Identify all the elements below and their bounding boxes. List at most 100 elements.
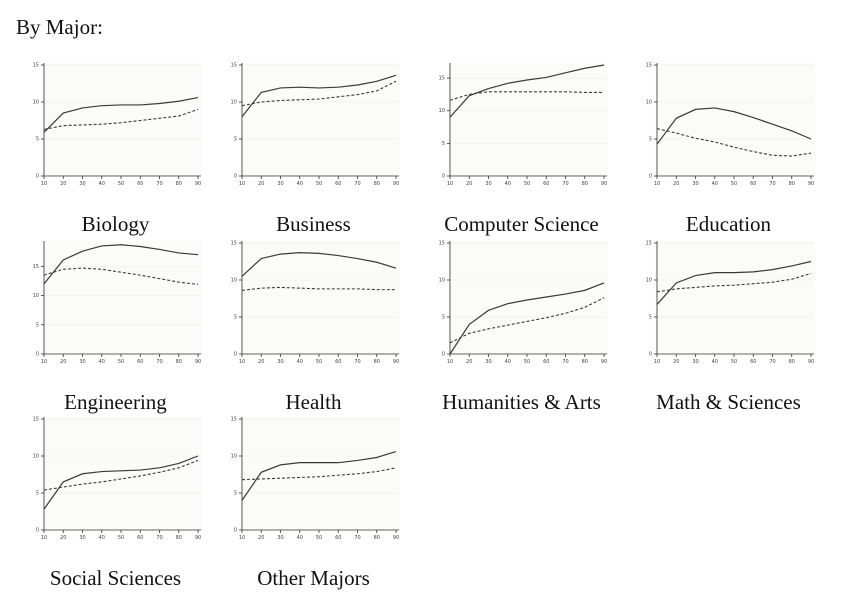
x-tick-label: 50 bbox=[118, 535, 124, 541]
y-tick-label: 15 bbox=[231, 241, 237, 247]
chart-title: Business bbox=[276, 212, 351, 236]
series-line-dashed bbox=[656, 272, 812, 293]
plot-background bbox=[655, 241, 815, 354]
x-tick-label: 40 bbox=[99, 535, 105, 541]
plot-background bbox=[42, 417, 202, 530]
x-tick-label: 60 bbox=[750, 359, 756, 365]
y-tick-label: 0 bbox=[649, 174, 652, 180]
series-line-dashed bbox=[241, 467, 397, 481]
chart-title: Engineering bbox=[64, 390, 167, 414]
y-tick-label: 5 bbox=[36, 137, 39, 143]
chart-svg: 0 5 10 15 10 20 30 40 50 60 70 80 90 bbox=[646, 241, 815, 365]
plot-background bbox=[240, 417, 400, 530]
x-tick-label: 80 bbox=[176, 535, 182, 541]
y-tick-label: 5 bbox=[234, 137, 237, 143]
x-tick-label: 70 bbox=[354, 535, 360, 541]
plot-background bbox=[240, 63, 400, 176]
chart-title: Humanities & Arts bbox=[442, 390, 601, 414]
chart-panel-humanities-arts: 0 5 10 15 10 20 30 40 50 60 70 80 90 Humanities & Art… bbox=[434, 238, 634, 414]
x-tick-label: 60 bbox=[335, 181, 341, 187]
x-tick-label: 80 bbox=[374, 535, 380, 541]
plot-background bbox=[240, 241, 400, 354]
x-tick-label: 80 bbox=[176, 359, 182, 365]
y-tick-label: 0 bbox=[234, 528, 237, 534]
page-heading: By Major: bbox=[16, 15, 103, 39]
x-tick-label: 40 bbox=[712, 181, 718, 187]
series-line-dashed bbox=[43, 459, 199, 491]
x-tick-label: 40 bbox=[505, 181, 511, 187]
x-tick-label: 60 bbox=[137, 181, 143, 187]
chart-panel-other-majors: 0 5 10 15 10 20 30 40 50 60 70 80 90 Other Majors bbox=[226, 414, 426, 590]
x-tick-label: 30 bbox=[692, 181, 698, 187]
x-tick-label: 10 bbox=[447, 359, 453, 365]
x-tick-label: 50 bbox=[118, 359, 124, 365]
x-tick-label: 60 bbox=[335, 535, 341, 541]
x-tick-label: 50 bbox=[731, 359, 737, 365]
y-tick-label: 0 bbox=[36, 174, 39, 180]
plot-background bbox=[42, 241, 202, 354]
chart-panel-biology: 0 5 10 15 10 20 30 40 50 60 70 80 90 Biology bbox=[28, 60, 228, 236]
y-tick-label: 15 bbox=[33, 417, 39, 423]
x-tick-label: 50 bbox=[316, 359, 322, 365]
series-line-solid bbox=[241, 74, 397, 118]
series-line-solid bbox=[656, 260, 812, 305]
series-line-dashed bbox=[449, 91, 604, 101]
chart-svg: 0 5 10 15 10 20 30 40 50 60 70 80 90 bbox=[231, 63, 400, 187]
x-tick-label: 10 bbox=[239, 181, 245, 187]
x-tick-label: 90 bbox=[195, 181, 201, 187]
series-line-dashed bbox=[241, 80, 397, 107]
chart-title: Biology bbox=[81, 212, 150, 236]
x-tick-label: 40 bbox=[297, 535, 303, 541]
x-tick-label: 50 bbox=[118, 181, 124, 187]
x-tick-label: 30 bbox=[277, 359, 283, 365]
x-tick-label: 10 bbox=[41, 181, 47, 187]
chart-panel-education: 0 5 10 15 10 20 30 40 50 60 70 80 90 Education bbox=[641, 60, 841, 236]
x-tick-label: 90 bbox=[195, 535, 201, 541]
chart-title: Education bbox=[685, 212, 772, 236]
series-line-solid bbox=[43, 455, 199, 510]
chart-svg: 0 5 10 15 10 20 30 40 50 60 70 80 90 bbox=[231, 241, 400, 365]
chart-title: Health bbox=[285, 390, 342, 414]
x-tick-label: 50 bbox=[731, 181, 737, 187]
x-tick-label: 80 bbox=[582, 181, 588, 187]
chart-svg: 0 5 10 15 10 20 30 40 50 60 70 80 90 bbox=[33, 63, 202, 187]
x-tick-label: 20 bbox=[258, 181, 264, 187]
chart-panel-business: 0 5 10 15 10 20 30 40 50 60 70 80 90 Business bbox=[226, 60, 426, 236]
y-tick-label: 10 bbox=[439, 278, 445, 284]
series-line-solid bbox=[43, 244, 199, 285]
y-tick-label: 10 bbox=[33, 100, 39, 106]
x-tick-label: 20 bbox=[258, 535, 264, 541]
x-tick-label: 70 bbox=[562, 359, 568, 365]
chart-svg: 0 5 10 15 10 20 30 40 50 60 70 80 90 bbox=[33, 241, 202, 365]
y-tick-label: 10 bbox=[33, 293, 39, 299]
x-tick-label: 70 bbox=[156, 359, 162, 365]
x-tick-label: 60 bbox=[137, 535, 143, 541]
x-tick-label: 70 bbox=[156, 535, 162, 541]
x-tick-label: 40 bbox=[505, 359, 511, 365]
x-tick-label: 90 bbox=[393, 359, 399, 365]
x-tick-label: 20 bbox=[673, 181, 679, 187]
x-tick-label: 60 bbox=[543, 181, 549, 187]
x-tick-label: 50 bbox=[316, 181, 322, 187]
x-tick-label: 60 bbox=[335, 359, 341, 365]
x-tick-label: 90 bbox=[808, 181, 814, 187]
x-tick-label: 20 bbox=[466, 359, 472, 365]
y-tick-label: 0 bbox=[36, 528, 39, 534]
x-tick-label: 80 bbox=[789, 359, 795, 365]
x-tick-label: 40 bbox=[99, 181, 105, 187]
chart-title: Math & Sciences bbox=[656, 390, 801, 414]
x-tick-label: 70 bbox=[769, 181, 775, 187]
x-tick-label: 90 bbox=[393, 535, 399, 541]
x-tick-label: 50 bbox=[524, 359, 530, 365]
x-tick-label: 90 bbox=[601, 359, 607, 365]
y-tick-label: 15 bbox=[231, 417, 237, 423]
series-line-dashed bbox=[241, 286, 396, 291]
y-tick-label: 15 bbox=[231, 63, 237, 69]
x-tick-label: 30 bbox=[79, 535, 85, 541]
y-tick-label: 0 bbox=[234, 174, 237, 180]
series-line-dashed bbox=[656, 128, 812, 157]
chart-panel-health: 0 5 10 15 10 20 30 40 50 60 70 80 90 Health bbox=[226, 238, 426, 414]
x-tick-label: 10 bbox=[41, 535, 47, 541]
y-tick-label: 15 bbox=[646, 63, 652, 69]
x-tick-label: 80 bbox=[374, 359, 380, 365]
